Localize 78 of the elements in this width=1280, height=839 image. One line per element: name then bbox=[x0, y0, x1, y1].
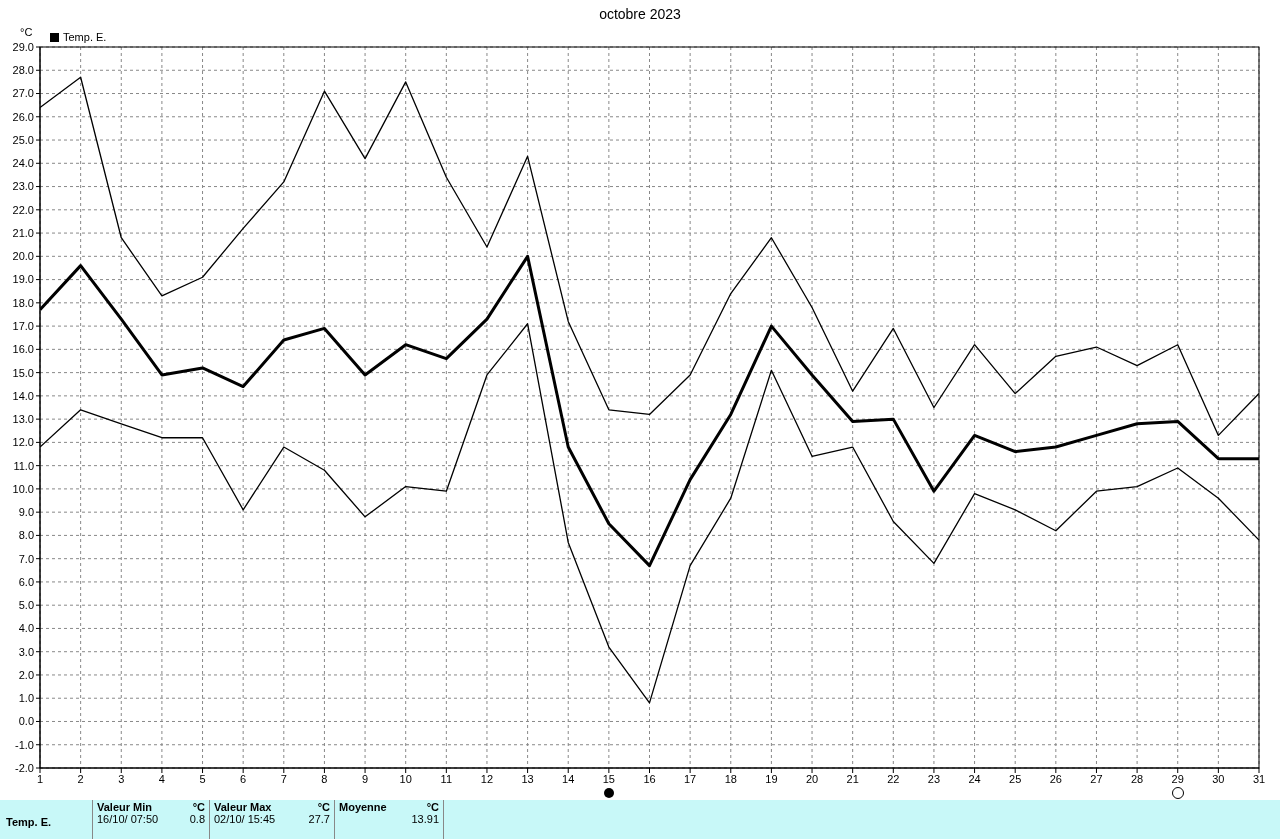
text: °C bbox=[425, 801, 439, 813]
x-tick-label: 2 bbox=[77, 772, 84, 785]
y-tick-label: 16.0 bbox=[12, 343, 34, 356]
legend-label: Temp. E. bbox=[63, 31, 107, 43]
x-tick-label: 10 bbox=[399, 772, 412, 785]
x-tick-label: 1 bbox=[36, 772, 44, 785]
y-tick-label: 11.0 bbox=[13, 459, 34, 472]
y-tick-label: 12.0 bbox=[12, 436, 34, 449]
x-tick-label: 13 bbox=[521, 772, 534, 785]
x-tick-label: 6 bbox=[240, 772, 247, 785]
x-tick-label: 28 bbox=[1130, 772, 1144, 785]
y-tick-label: 9.0 bbox=[18, 506, 34, 519]
y-tick-label: 13.0 bbox=[12, 413, 34, 426]
x-tick-label: 14 bbox=[562, 772, 575, 785]
y-tick-label: 20.0 bbox=[12, 250, 34, 263]
text: Temp. E. bbox=[5, 815, 53, 830]
y-tick-label: -1.0 bbox=[15, 738, 34, 751]
text: 27.7 bbox=[307, 813, 330, 825]
y-tick-label: 3.0 bbox=[18, 645, 34, 658]
x-tick-label: 25 bbox=[1009, 772, 1022, 785]
y-tick-label: 4.0 bbox=[18, 622, 34, 635]
text: °C bbox=[316, 801, 330, 813]
x-tick-label: 3 bbox=[118, 772, 125, 785]
y-tick-label: 14.0 bbox=[12, 389, 34, 402]
y-tick-label: 5.0 bbox=[18, 599, 34, 612]
y-tick-label: 0.0 bbox=[18, 715, 34, 728]
y-tick-label: 15.0 bbox=[12, 366, 34, 379]
y-tick-label: -2.0 bbox=[15, 761, 34, 774]
chart-title: octobre 2023 bbox=[598, 6, 682, 22]
y-tick-label: 19.0 bbox=[12, 273, 34, 286]
x-tick-label: 24 bbox=[968, 772, 981, 785]
x-tick-label: 18 bbox=[724, 772, 737, 785]
y-tick-label: 2.0 bbox=[18, 668, 34, 681]
y-tick-label: 18.0 bbox=[12, 296, 34, 309]
y-tick-label: 10.0 bbox=[12, 482, 34, 495]
x-tick-label: 12 bbox=[480, 772, 494, 785]
y-tick-label: 23.0 bbox=[12, 180, 34, 193]
x-tick-label: 19 bbox=[765, 772, 778, 785]
y-tick-label: 28.0 bbox=[12, 64, 34, 77]
y-tick-label: 1.0 bbox=[18, 692, 34, 705]
y-tick-label: 7.0 bbox=[18, 552, 34, 565]
text: 16/10/ 07:50 bbox=[97, 813, 160, 825]
x-tick-label: 9 bbox=[362, 772, 369, 785]
text: 02/10/ 15:45 bbox=[214, 813, 277, 825]
x-tick-label: 22 bbox=[887, 772, 900, 785]
x-tick-label: 16 bbox=[643, 772, 656, 785]
x-tick-label: 4 bbox=[158, 772, 165, 785]
x-tick-label: 21 bbox=[846, 772, 859, 785]
x-tick-label: 29 bbox=[1171, 772, 1184, 785]
y-axis-title: °C bbox=[20, 26, 33, 38]
x-tick-label: 7 bbox=[280, 772, 287, 785]
y-tick-label: 25.0 bbox=[12, 133, 34, 146]
x-tick-label: 27 bbox=[1090, 772, 1103, 785]
y-tick-label: 24.0 bbox=[12, 157, 34, 170]
text: Valeur Min bbox=[97, 801, 154, 813]
y-tick-label: 29.0 bbox=[12, 40, 34, 53]
text: Valeur Max bbox=[214, 801, 273, 813]
x-tick-label: 15 bbox=[602, 772, 615, 785]
x-tick-label: 5 bbox=[199, 772, 206, 785]
y-tick-label: 8.0 bbox=[18, 529, 34, 542]
y-tick-label: 6.0 bbox=[18, 575, 34, 588]
y-tick-label: 22.0 bbox=[12, 203, 34, 216]
text: Moyenne bbox=[339, 801, 388, 813]
text: 13.91 bbox=[410, 813, 439, 825]
y-tick-label: 26.0 bbox=[12, 110, 34, 123]
x-tick-label: 17 bbox=[684, 772, 697, 785]
text: °C bbox=[191, 801, 205, 813]
x-tick-label: 8 bbox=[321, 772, 328, 785]
y-tick-label: 17.0 bbox=[12, 320, 34, 332]
x-tick-label: 31 bbox=[1252, 772, 1266, 785]
x-tick-label: 20 bbox=[805, 772, 819, 785]
x-tick-label: 26 bbox=[1049, 772, 1062, 785]
y-tick-label: 21.0 bbox=[12, 226, 34, 239]
text: 0.8 bbox=[188, 813, 205, 825]
x-tick-label: 23 bbox=[927, 772, 941, 785]
y-tick-label: 27.0 bbox=[12, 87, 34, 100]
x-tick-label: 11 bbox=[440, 772, 453, 785]
x-tick-label: 30 bbox=[1212, 772, 1225, 785]
